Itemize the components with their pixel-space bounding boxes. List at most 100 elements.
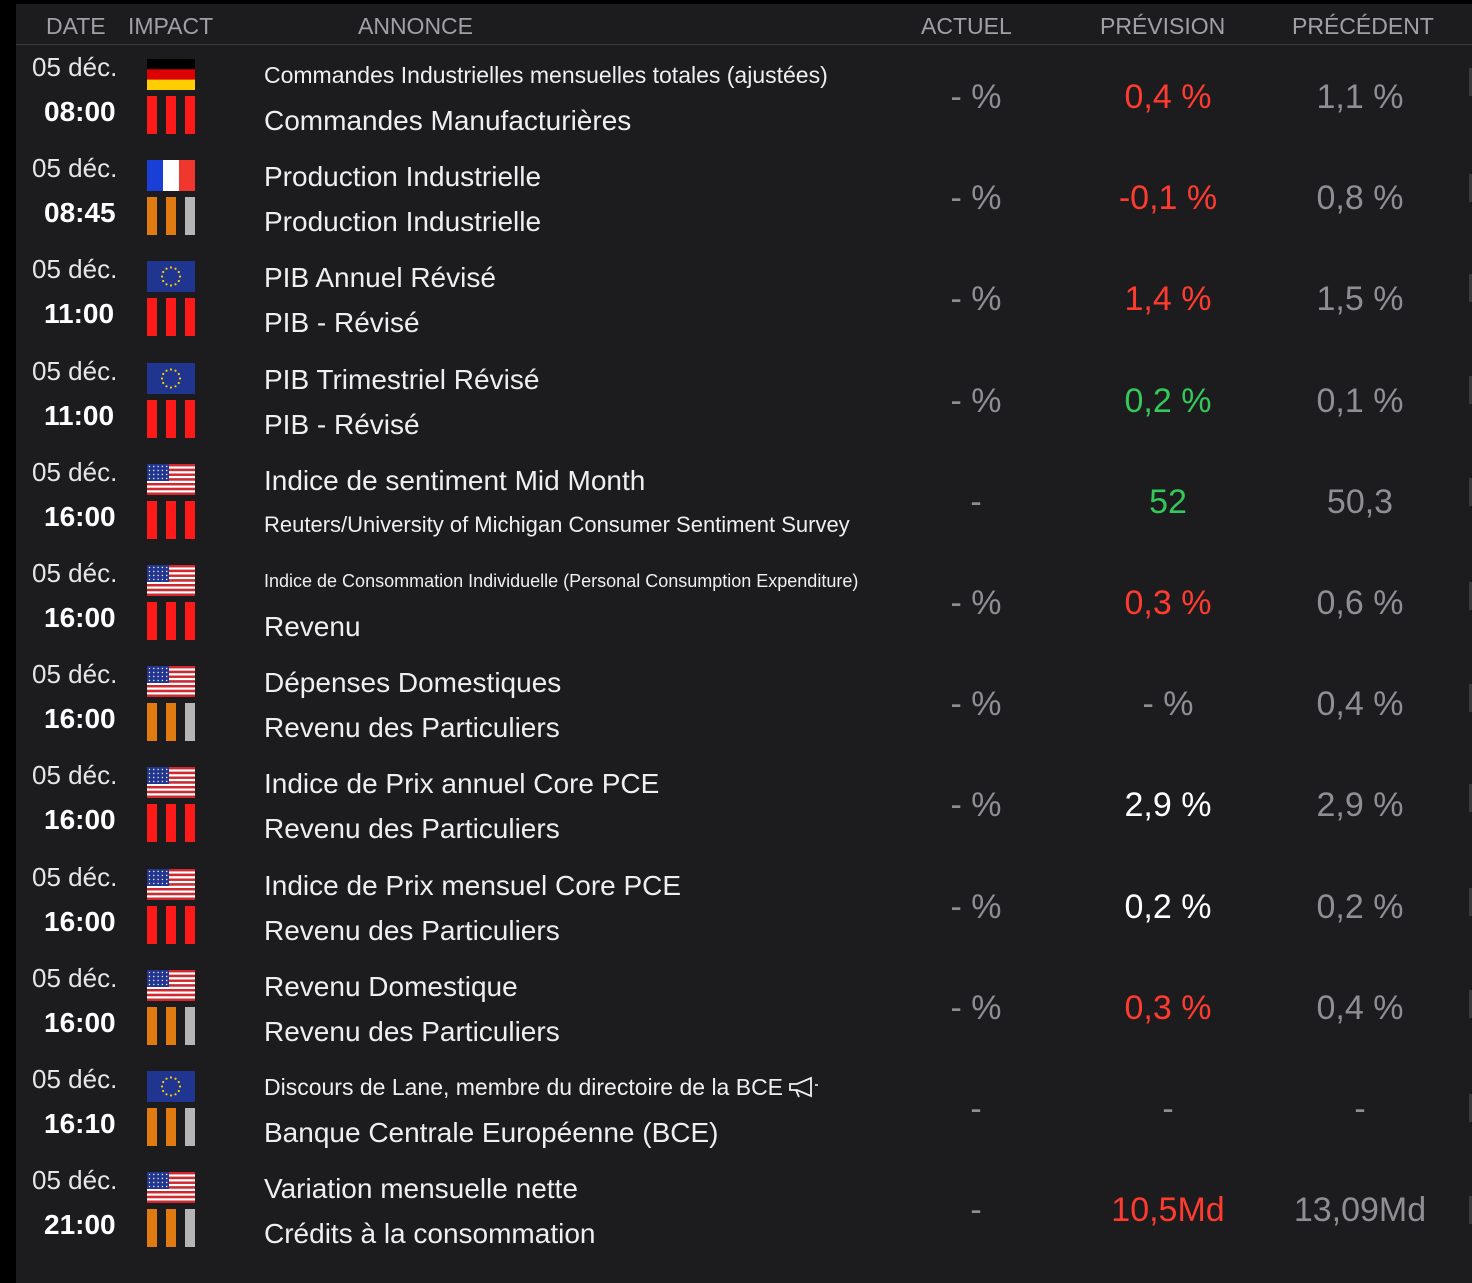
event-title-text: Dépenses Domestiques	[264, 667, 562, 699]
event-title: Indice de sentiment Mid Month	[264, 465, 645, 497]
event-subtitle: Reuters/University of Michigan Consumer …	[264, 511, 850, 537]
impact-indicator	[147, 399, 197, 438]
event-subtitle: Production Industrielle	[264, 206, 542, 238]
megaphone-icon	[789, 1076, 819, 1098]
table-row[interactable]: 05 déc. 16:00 Revenu Domestique Revenu des …	[16, 959, 1472, 1060]
actual-value: -	[970, 1090, 982, 1128]
impact-indicator	[147, 197, 197, 236]
actual-value: -	[970, 482, 982, 521]
impact-bar	[147, 905, 157, 944]
event-subtitle: Commandes Manufacturières	[264, 105, 632, 136]
event-time: 16:00	[44, 703, 116, 735]
event-title-text: Production Industrielle	[264, 161, 542, 193]
table-row[interactable]: 05 déc. 21:00 Variation mensuelle nette Cré…	[16, 1161, 1472, 1262]
event-time: 11:00	[44, 399, 115, 431]
impact-bar	[166, 804, 176, 843]
actual-value: - %	[950, 584, 1002, 622]
impact-bar	[185, 703, 195, 742]
impact-indicator	[147, 1209, 197, 1248]
impact-indicator	[147, 500, 197, 539]
economic-calendar-table: DATE IMPACT ANNONCE ACTUEL PRÉVISION PRÉ…	[16, 4, 1472, 1283]
event-subtitle: Revenu des Particuliers	[264, 813, 560, 845]
event-date: 05 déc.	[32, 659, 118, 690]
row-separator-tick	[1469, 376, 1472, 404]
impact-bar	[166, 905, 176, 944]
impact-bar	[166, 197, 176, 236]
previous-value: 2,9 %	[1316, 786, 1404, 825]
impact-bar	[185, 905, 195, 944]
actual-value: -	[970, 1191, 982, 1230]
row-separator-tick	[1469, 684, 1472, 712]
impact-bar	[147, 298, 157, 337]
impact-bar	[185, 96, 195, 134]
event-time: 16:00	[44, 602, 116, 633]
forecast-value: 1,4 %	[1124, 280, 1212, 319]
usa-flag	[147, 565, 195, 596]
event-date: 05 déc.	[32, 355, 118, 386]
table-row[interactable]: 05 déc. 08:00 Commandes Industrielles mens…	[16, 48, 1472, 149]
actual-value: - %	[950, 78, 1002, 116]
impact-bar	[147, 1209, 157, 1248]
impact-bar	[147, 1108, 157, 1146]
event-time: 11:00	[44, 298, 115, 330]
forecast-value: 10,5Md	[1111, 1191, 1225, 1230]
table-header: DATE IMPACT ANNONCE ACTUEL PRÉVISION PRÉ…	[16, 4, 1472, 45]
previous-value: -	[1354, 1090, 1366, 1128]
forecast-value: 2,9 %	[1124, 786, 1212, 825]
event-title: Discours de Lane, membre du directoire d…	[264, 1074, 821, 1101]
event-date: 05 déc.	[32, 962, 118, 993]
event-title-text: Variation mensuelle nette	[264, 1173, 578, 1205]
forecast-value: 52	[1149, 482, 1187, 521]
impact-bar	[147, 804, 157, 843]
table-row[interactable]: 05 déc. 16:00 Indice de Consommation Indiv…	[16, 554, 1472, 655]
event-title-text: PIB Trimestriel Révisé	[264, 363, 540, 395]
row-separator-tick	[1469, 582, 1472, 610]
event-date: 05 déc.	[32, 558, 118, 588]
event-title: Indice de Consommation Individuelle (Per…	[264, 571, 858, 592]
actual-value: - %	[950, 887, 1002, 926]
forecast-value: 0,2 %	[1124, 887, 1212, 926]
table-row[interactable]: 05 déc. 16:00 Indice de Prix annuel Core P…	[16, 756, 1472, 857]
event-date: 05 déc.	[32, 254, 118, 285]
row-separator-tick	[1469, 68, 1472, 96]
event-date: 05 déc.	[32, 456, 118, 487]
previous-value: 50,3	[1326, 482, 1394, 521]
event-subtitle: PIB - Révisé	[264, 408, 420, 440]
table-row[interactable]: 05 déc. 16:10 Discours de Lane, membre du …	[16, 1060, 1472, 1161]
event-date: 05 déc.	[32, 760, 118, 791]
impact-bar	[147, 96, 157, 134]
event-time: 16:00	[44, 804, 116, 836]
event-title-text: PIB Annuel Révisé	[264, 262, 496, 294]
table-row[interactable]: 05 déc. 11:00 PIB Annuel Révisé PIB - Révis…	[16, 250, 1472, 351]
table-row[interactable]: 05 déc. 16:00 Dépenses Domestiques Revenu d…	[16, 655, 1472, 756]
impact-indicator	[147, 298, 197, 337]
impact-bar	[185, 399, 195, 438]
impact-indicator	[147, 96, 197, 134]
event-title-text: Indice de Prix mensuel Core PCE	[264, 869, 682, 901]
impact-bar	[166, 703, 176, 742]
event-title-text: Discours de Lane, membre du directoire d…	[264, 1074, 784, 1100]
previous-value: 1,5 %	[1316, 280, 1404, 319]
actual-value: - %	[950, 179, 1002, 218]
impact-bar	[185, 804, 195, 843]
table-row[interactable]: 05 déc. 11:00 PIB Trimestriel Révisé PIB - …	[16, 352, 1472, 453]
row-separator-tick	[1469, 274, 1472, 302]
event-time: 16:00	[44, 905, 116, 937]
impact-bar	[166, 602, 176, 640]
eu-flag	[147, 261, 195, 293]
table-row[interactable]: 05 déc. 16:00 Indice de sentiment Mid Mont…	[16, 453, 1472, 554]
impact-bar	[185, 197, 195, 236]
impact-bar	[185, 298, 195, 337]
event-title: PIB Trimestriel Révisé	[264, 364, 539, 396]
table-row[interactable]: 05 déc. 08:45 Production Industrielle Produ…	[16, 149, 1472, 250]
event-title-text: Indice de sentiment Mid Month	[264, 464, 646, 496]
previous-value: 13,09Md	[1293, 1191, 1427, 1230]
event-date: 05 déc.	[32, 861, 118, 892]
event-title-text: Indice de Consommation Individuelle (Per…	[264, 571, 859, 591]
table-row[interactable]: 05 déc. 16:00 Indice de Prix mensuel Core …	[16, 858, 1472, 959]
event-time: 21:00	[44, 1209, 116, 1241]
event-title-text: Commandes Industrielles mensuelles total…	[264, 62, 828, 88]
event-date: 05 déc.	[32, 153, 118, 184]
actual-value: - %	[950, 381, 1002, 420]
previous-value: 0,4 %	[1316, 988, 1404, 1027]
